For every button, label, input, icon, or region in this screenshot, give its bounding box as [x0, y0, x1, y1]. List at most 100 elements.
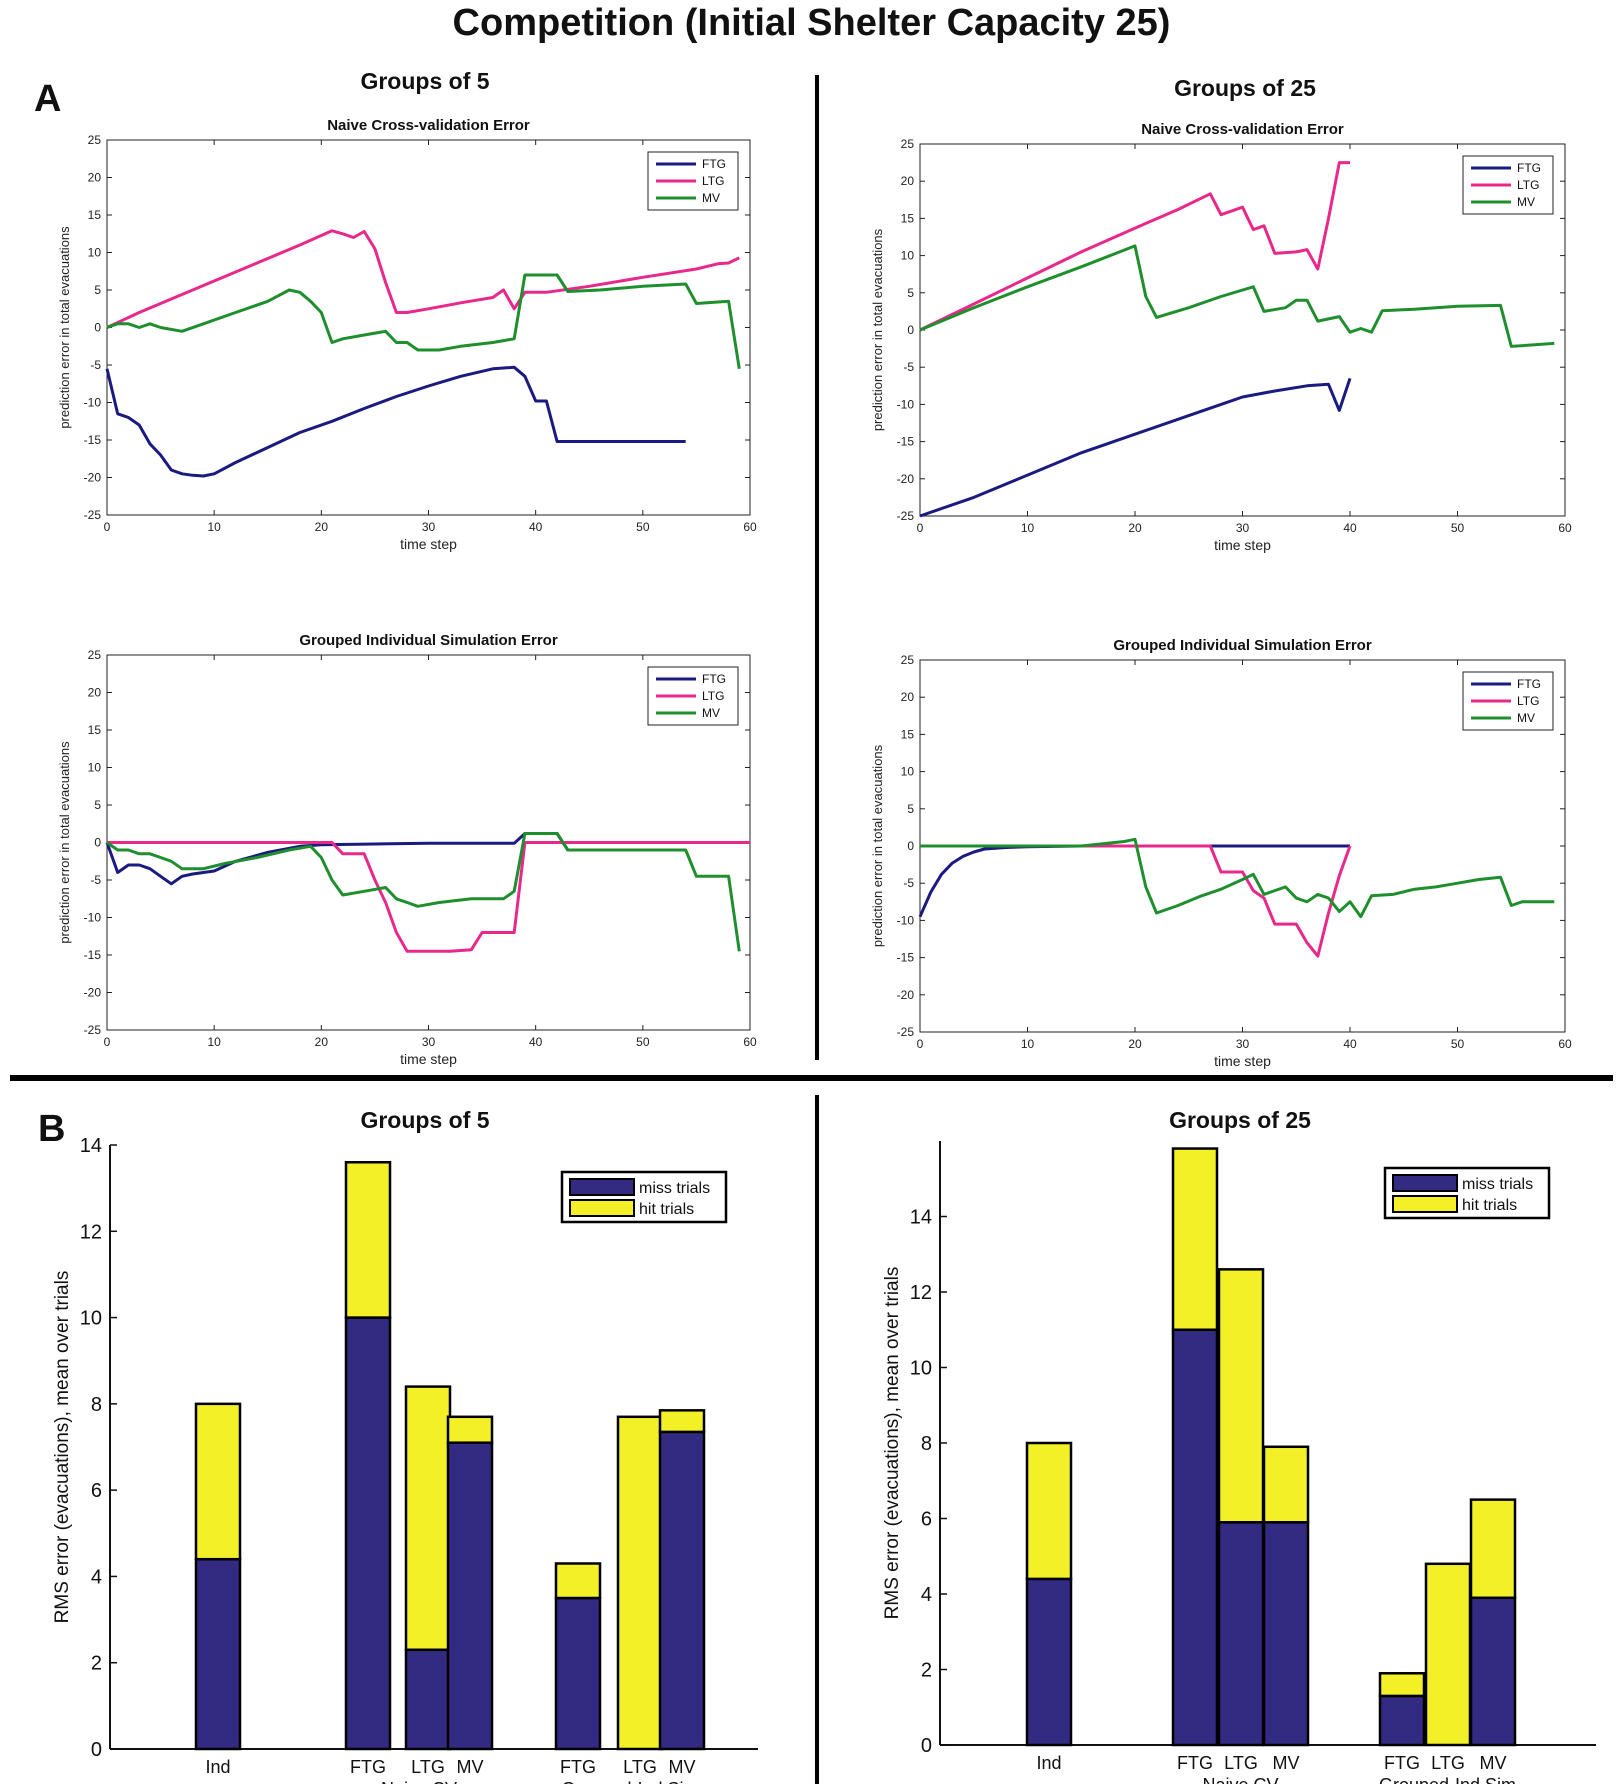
bar-miss-mv: [1469, 1596, 1517, 1747]
divider-vertical-bottom: [815, 1095, 819, 1784]
legend-label: miss trials: [1462, 1176, 1533, 1193]
bar-miss-mv: [1262, 1521, 1310, 1747]
y-axis-label: prediction error in total evacuations: [57, 741, 72, 944]
y-tick-label: 5: [907, 286, 914, 300]
y-axis-label: prediction error in total evacuations: [57, 226, 72, 429]
y-tick-label: 6: [91, 1480, 102, 1502]
series-line-mv: [920, 837, 1555, 919]
bar-hit-ltg: [404, 1385, 452, 1652]
y-tick-label: 5: [94, 798, 101, 812]
y-tick-label: 20: [88, 171, 102, 185]
bar-miss-ltg: [1217, 1521, 1265, 1747]
bar-hit-ftg: [1378, 1672, 1426, 1698]
bar-hit-ftg: [1171, 1147, 1219, 1331]
y-tick-label: -20: [897, 472, 915, 486]
x-tick-label: 60: [743, 1035, 757, 1049]
series-line-ftg: [105, 365, 686, 478]
x-tick-label: 30: [1236, 1037, 1250, 1051]
y-tick-label: 14: [910, 1207, 932, 1229]
y-tick-label: 25: [88, 133, 102, 147]
plot-area: [106, 139, 751, 516]
y-tick-label: 15: [901, 211, 915, 225]
legend-label: LTG: [1517, 178, 1539, 192]
category-label: FTG: [1384, 1753, 1420, 1773]
bar-miss-ftg: [1171, 1328, 1219, 1747]
bar-chart-groups-of-5: 0 2 4 6 8 10 12 14 RMS error (evacuations), mean…: [52, 1135, 758, 1784]
x-tick-label: 10: [207, 520, 221, 534]
bar-hit-mv: [446, 1415, 494, 1444]
chart-grouped-ind-groups-of-5: Grouped Individual Simulation Error -25 -2…: [57, 632, 757, 1067]
group-label: Naive CV: [381, 1779, 457, 1784]
bar-miss-ind: [194, 1557, 242, 1751]
chart-naive-cv-groups-of-5: Naive Cross-validation Error -25 -20 -15 -10…: [57, 117, 757, 552]
category-label: LTG: [1431, 1753, 1465, 1773]
x-tick-label: 0: [104, 1035, 111, 1049]
bar-miss-mv: [658, 1430, 706, 1751]
bar-hit-ind: [194, 1402, 242, 1561]
series-line-ftg: [919, 377, 1352, 518]
y-axis-label: prediction error in total evacuations: [870, 228, 885, 431]
x-tick-label: 40: [529, 520, 543, 534]
category-label: LTG: [623, 1757, 657, 1777]
category-label: MV: [1480, 1753, 1507, 1773]
y-tick-label: -25: [84, 508, 102, 522]
category-label: MV: [457, 1757, 484, 1777]
chart-title: Grouped Individual Simulation Error: [299, 632, 558, 649]
x-tick-label: 0: [104, 520, 111, 534]
legend-label: LTG: [702, 174, 724, 188]
legend-label: miss trials: [639, 1180, 710, 1197]
group-label: Naive CV: [1202, 1775, 1278, 1784]
category-label: FTG: [350, 1757, 386, 1777]
y-tick-label: 25: [901, 137, 915, 151]
y-tick-label: 0: [907, 323, 914, 337]
category-label: LTG: [411, 1757, 445, 1777]
y-tick-label: -15: [84, 433, 102, 447]
group-title-left-b: Groups of 5: [360, 1107, 490, 1133]
y-tick-label: -15: [897, 951, 915, 965]
legend-label: LTG: [702, 689, 724, 703]
y-tick-label: 2: [921, 1660, 932, 1682]
chart-title: Naive Cross-validation Error: [327, 117, 530, 134]
chart-naive-cv-groups-of-25: Naive Cross-validation Error -25 -20 -15 -10…: [870, 121, 1572, 553]
x-tick-label: 20: [315, 520, 329, 534]
series-line-mv: [106, 273, 741, 370]
y-tick-label: 6: [921, 1509, 932, 1531]
x-tick-label: 40: [529, 1035, 543, 1049]
y-tick-label: 0: [94, 836, 101, 850]
y-axis-label: RMS error (evacuations), mean over trial…: [882, 1267, 903, 1620]
category-label: MV: [1273, 1753, 1300, 1773]
bar-miss-ltg: [404, 1648, 452, 1751]
y-tick-label: -10: [84, 396, 102, 410]
category-label: Ind: [1036, 1753, 1061, 1773]
series-line-mv: [106, 832, 741, 952]
bar-hit-ltg: [616, 1415, 664, 1751]
y-tick-label: 8: [91, 1394, 102, 1416]
page-title: Competition (Initial Shelter Capacity 25…: [452, 2, 1171, 44]
y-tick-label: 10: [88, 761, 102, 775]
legend-label: MV: [702, 706, 720, 720]
x-tick-label: 50: [1451, 1037, 1465, 1051]
group-label: Grouped-Ind Sim: [1379, 1775, 1516, 1784]
x-tick-label: 10: [1021, 521, 1035, 535]
x-tick-label: 60: [743, 520, 757, 534]
group-title-right-b: Groups of 25: [1169, 1107, 1311, 1133]
y-tick-label: 15: [88, 723, 102, 737]
y-tick-label: 4: [91, 1566, 102, 1588]
y-tick-label: -20: [84, 986, 102, 1000]
x-axis-label: time step: [1214, 537, 1271, 553]
legend-label: FTG: [1517, 677, 1541, 691]
y-tick-label: 0: [907, 839, 914, 853]
y-tick-label: 2: [91, 1653, 102, 1675]
group-label: Grouped-Ind Sim: [561, 1779, 698, 1784]
y-tick-label: 0: [921, 1735, 932, 1757]
y-tick-label: 0: [91, 1739, 102, 1761]
series-line-mv: [919, 244, 1555, 348]
legend-label: hit trials: [1462, 1197, 1517, 1214]
chart-grouped-ind-groups-of-25: Grouped Individual Simulation Error -25 -2…: [870, 637, 1572, 1069]
x-tick-label: 30: [422, 1035, 436, 1049]
y-tick-label: 10: [80, 1308, 102, 1330]
series-line-ltg: [107, 841, 750, 953]
bar-miss-ind: [1025, 1577, 1073, 1747]
y-tick-label: 0: [94, 321, 101, 335]
